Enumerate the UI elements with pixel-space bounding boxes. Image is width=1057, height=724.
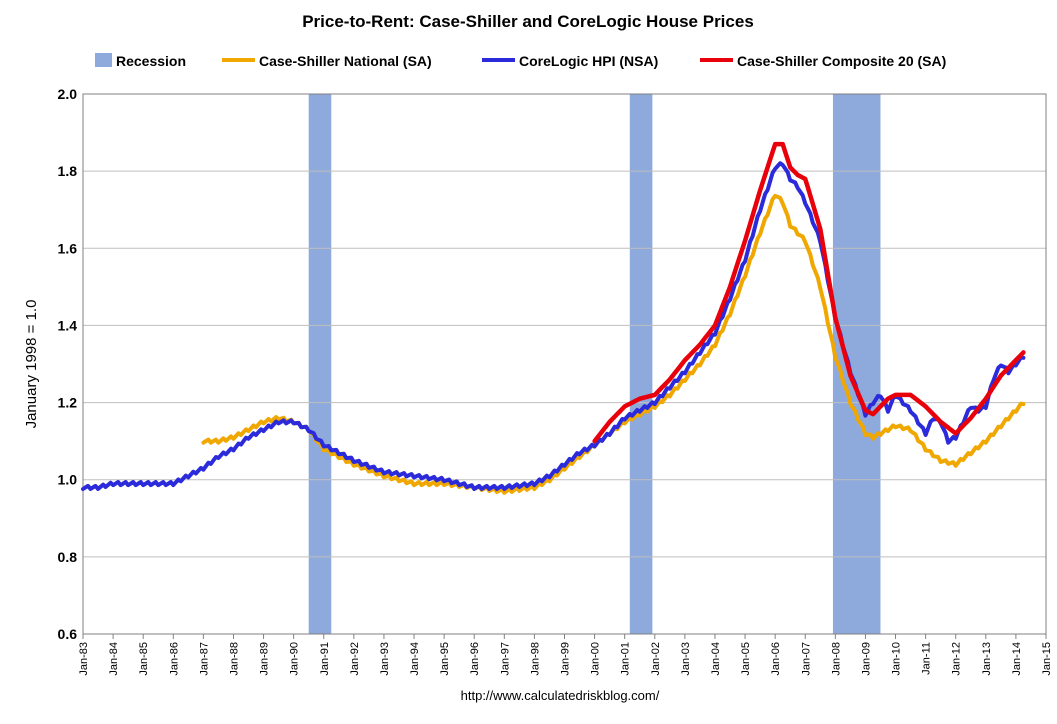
x-tick-label: Jan-88 bbox=[228, 642, 240, 676]
x-tick-label: Jan-08 bbox=[830, 642, 842, 676]
y-tick-label: 0.8 bbox=[58, 549, 78, 565]
x-tick-label: Jan-09 bbox=[860, 642, 872, 676]
y-tick-label: 1.0 bbox=[58, 472, 78, 488]
x-tick-label: Jan-96 bbox=[469, 642, 481, 676]
x-tick-label: Jan-91 bbox=[319, 642, 331, 676]
x-tick-label: Jan-04 bbox=[710, 642, 722, 676]
x-tick-label: Jan-84 bbox=[108, 642, 120, 676]
y-tick-label: 1.6 bbox=[58, 240, 78, 256]
recession-band-1 bbox=[308, 94, 332, 634]
x-tick-label: Jan-10 bbox=[891, 642, 903, 676]
legend-label-corelogic: CoreLogic HPI (NSA) bbox=[519, 53, 658, 69]
y-tick-label: 0.6 bbox=[58, 626, 78, 642]
x-tick-label: Jan-00 bbox=[590, 642, 602, 676]
source-url: http://www.calculatedriskblog.com/ bbox=[461, 688, 660, 703]
x-tick-label: Jan-95 bbox=[439, 642, 451, 676]
x-tick-label: Jan-97 bbox=[499, 642, 511, 676]
x-tick-label: Jan-06 bbox=[770, 642, 782, 676]
plot-area bbox=[81, 93, 1047, 635]
x-tick-label: Jan-92 bbox=[349, 642, 361, 676]
x-tick-label: Jan-99 bbox=[560, 642, 572, 676]
x-tick-label: Jan-86 bbox=[168, 642, 180, 676]
x-tick-label: Jan-12 bbox=[951, 642, 963, 676]
recession-bands bbox=[308, 94, 881, 634]
x-tick-label: Jan-85 bbox=[138, 642, 150, 676]
legend-label-cs_national: Case-Shiller National (SA) bbox=[259, 53, 432, 69]
chart-legend: Recession Case-Shiller National (SA) CoreL… bbox=[95, 53, 946, 69]
series-lines bbox=[81, 141, 1026, 495]
legend-label-cs_composite: Case-Shiller Composite 20 (SA) bbox=[737, 53, 946, 69]
y-tick-label: 1.2 bbox=[58, 395, 78, 411]
y-tick-label: 1.8 bbox=[58, 163, 78, 179]
chart-title: Price-to-Rent: Case-Shiller and CoreLogi… bbox=[302, 12, 754, 31]
series-line-cs_composite bbox=[592, 141, 1026, 444]
x-tick-label: Jan-02 bbox=[650, 642, 662, 676]
y-axis-tick-labels: 0.6 0.8 1.0 1.2 1.4 1.6 1.8 2.0 bbox=[58, 86, 78, 642]
x-tick-label: Jan-83 bbox=[78, 642, 90, 676]
x-tick-label: Jan-05 bbox=[740, 642, 752, 676]
x-tick-label: Jan-13 bbox=[981, 642, 993, 676]
x-tick-label: Jan-07 bbox=[800, 642, 812, 676]
legend-swatch-recession bbox=[95, 53, 112, 67]
x-tick-label: Jan-90 bbox=[289, 642, 301, 676]
recession-band-2 bbox=[629, 94, 653, 634]
y-tick-label: 1.4 bbox=[58, 317, 78, 333]
x-tick-label: Jan-87 bbox=[198, 642, 210, 676]
y-tick-label: 2.0 bbox=[58, 86, 78, 102]
x-tick-label: Jan-14 bbox=[1011, 642, 1023, 676]
x-tick-label: Jan-01 bbox=[620, 642, 632, 676]
x-tick-label: Jan-94 bbox=[409, 642, 421, 676]
x-axis-tick-labels: Jan-83 Jan-84 Jan-85 Jan-86 Jan-87 Jan-88 Jan-… bbox=[78, 634, 1053, 676]
x-tick-label: Jan-98 bbox=[529, 642, 541, 676]
recession-band-3 bbox=[832, 94, 881, 634]
x-tick-label: Jan-03 bbox=[680, 642, 692, 676]
x-tick-label: Jan-93 bbox=[379, 642, 391, 676]
x-tick-label: Jan-11 bbox=[921, 642, 933, 675]
x-tick-label: Jan-15 bbox=[1041, 642, 1053, 676]
y-axis-label: January 1998 = 1.0 bbox=[23, 300, 40, 429]
x-tick-label: Jan-89 bbox=[259, 642, 271, 676]
legend-label-recession: Recession bbox=[116, 53, 186, 69]
